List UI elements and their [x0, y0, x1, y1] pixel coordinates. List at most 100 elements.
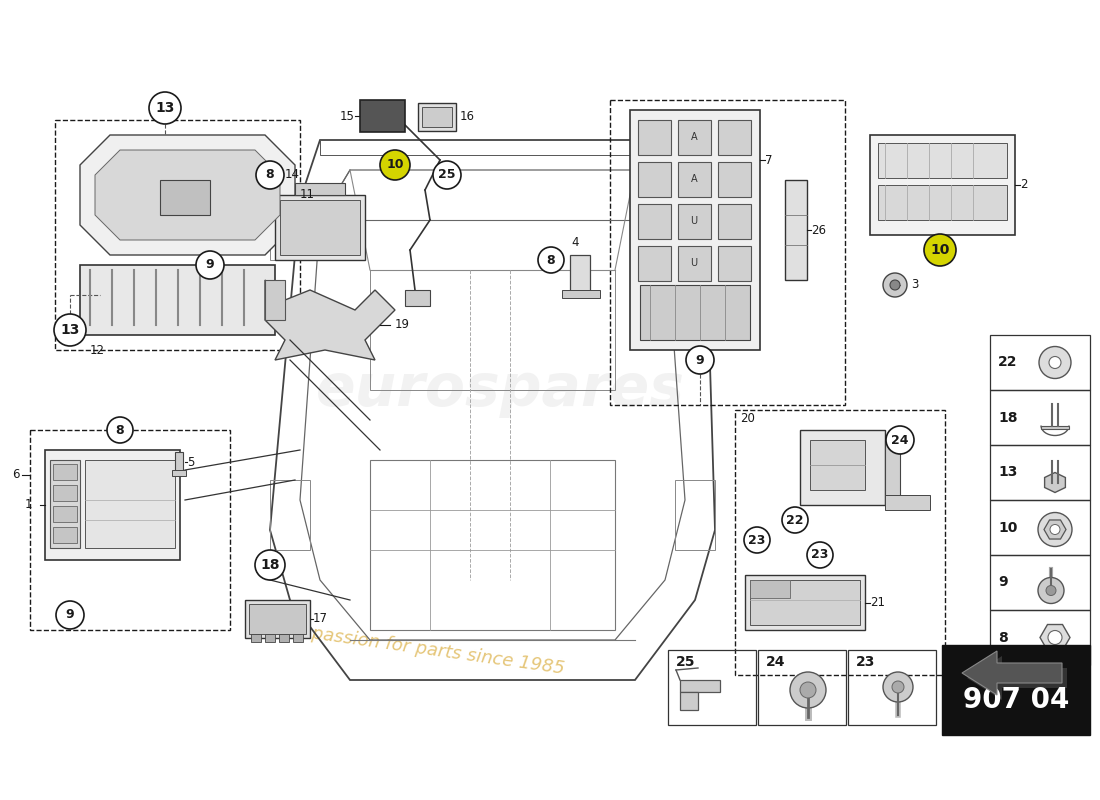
Bar: [249, 604, 306, 634]
Circle shape: [807, 542, 833, 568]
Polygon shape: [962, 651, 1062, 695]
Bar: [750, 580, 790, 598]
Bar: [370, 460, 615, 630]
Text: 4: 4: [571, 237, 579, 250]
Bar: [45, 450, 180, 560]
Text: 18: 18: [261, 558, 279, 572]
Text: U: U: [691, 216, 697, 226]
Polygon shape: [1040, 625, 1070, 650]
Bar: [370, 270, 615, 390]
Bar: [638, 204, 671, 239]
Text: 23: 23: [856, 655, 876, 669]
Polygon shape: [265, 280, 395, 360]
Text: 10: 10: [998, 521, 1018, 534]
Bar: [638, 246, 671, 281]
Circle shape: [744, 527, 770, 553]
Circle shape: [54, 314, 86, 346]
Circle shape: [1046, 586, 1056, 595]
Bar: [990, 555, 1090, 610]
Bar: [990, 500, 1090, 555]
Bar: [85, 460, 175, 548]
Bar: [718, 246, 751, 281]
Bar: [745, 575, 865, 630]
Bar: [785, 180, 807, 280]
Text: eurospares: eurospares: [316, 362, 684, 418]
Bar: [886, 440, 900, 505]
Text: 20: 20: [740, 411, 755, 425]
Bar: [265, 280, 285, 320]
Text: 9: 9: [206, 258, 214, 271]
Bar: [758, 650, 846, 725]
Bar: [990, 390, 1090, 445]
Text: 18: 18: [998, 410, 1018, 425]
Polygon shape: [967, 656, 1067, 700]
Circle shape: [1038, 513, 1072, 546]
Polygon shape: [95, 150, 280, 240]
Bar: [279, 634, 289, 642]
Bar: [848, 650, 936, 725]
Circle shape: [148, 92, 182, 124]
Bar: [295, 183, 345, 195]
Bar: [942, 645, 1090, 735]
Bar: [50, 460, 80, 548]
Circle shape: [255, 550, 285, 580]
Bar: [270, 480, 310, 550]
Text: A: A: [691, 174, 697, 184]
Text: 13: 13: [998, 466, 1018, 479]
Bar: [675, 200, 715, 260]
Circle shape: [196, 251, 224, 279]
Bar: [678, 120, 711, 155]
Text: 907 04: 907 04: [962, 686, 1069, 714]
Bar: [55, 120, 300, 350]
Bar: [360, 100, 405, 132]
Circle shape: [1048, 630, 1062, 645]
Text: 10: 10: [386, 158, 404, 171]
Bar: [53, 485, 77, 501]
Text: 8: 8: [547, 254, 556, 266]
Circle shape: [883, 273, 908, 297]
Text: 23: 23: [748, 534, 766, 546]
Text: A: A: [691, 132, 697, 142]
Bar: [718, 162, 751, 197]
Bar: [990, 445, 1090, 500]
Bar: [270, 200, 310, 260]
Bar: [320, 140, 666, 155]
Bar: [680, 680, 720, 692]
Circle shape: [883, 672, 913, 702]
Bar: [638, 120, 671, 155]
Bar: [562, 290, 600, 298]
Circle shape: [1049, 357, 1061, 369]
Bar: [718, 120, 751, 155]
Circle shape: [800, 682, 816, 698]
Bar: [718, 204, 751, 239]
Text: 21: 21: [870, 597, 886, 610]
Text: 11: 11: [300, 189, 315, 202]
Circle shape: [433, 161, 461, 189]
Bar: [53, 527, 77, 543]
Text: 25: 25: [438, 169, 455, 182]
Circle shape: [890, 280, 900, 290]
Text: 24: 24: [891, 434, 909, 446]
Bar: [678, 204, 711, 239]
Text: 25: 25: [676, 655, 695, 669]
Text: 16: 16: [460, 110, 475, 123]
Bar: [638, 162, 671, 197]
Circle shape: [790, 672, 826, 708]
Bar: [172, 470, 186, 476]
Polygon shape: [1044, 520, 1066, 539]
Text: 1: 1: [25, 498, 33, 511]
Text: 2: 2: [1020, 178, 1027, 191]
Bar: [245, 600, 310, 638]
Bar: [886, 495, 929, 510]
Bar: [990, 610, 1090, 665]
Bar: [405, 290, 430, 306]
Text: a passion for parts since 1985: a passion for parts since 1985: [294, 622, 565, 678]
Circle shape: [56, 601, 84, 629]
Bar: [570, 255, 590, 295]
Circle shape: [782, 507, 808, 533]
Text: 24: 24: [766, 655, 785, 669]
Text: 8: 8: [116, 423, 124, 437]
Bar: [630, 110, 760, 350]
Bar: [422, 107, 452, 127]
Bar: [53, 506, 77, 522]
